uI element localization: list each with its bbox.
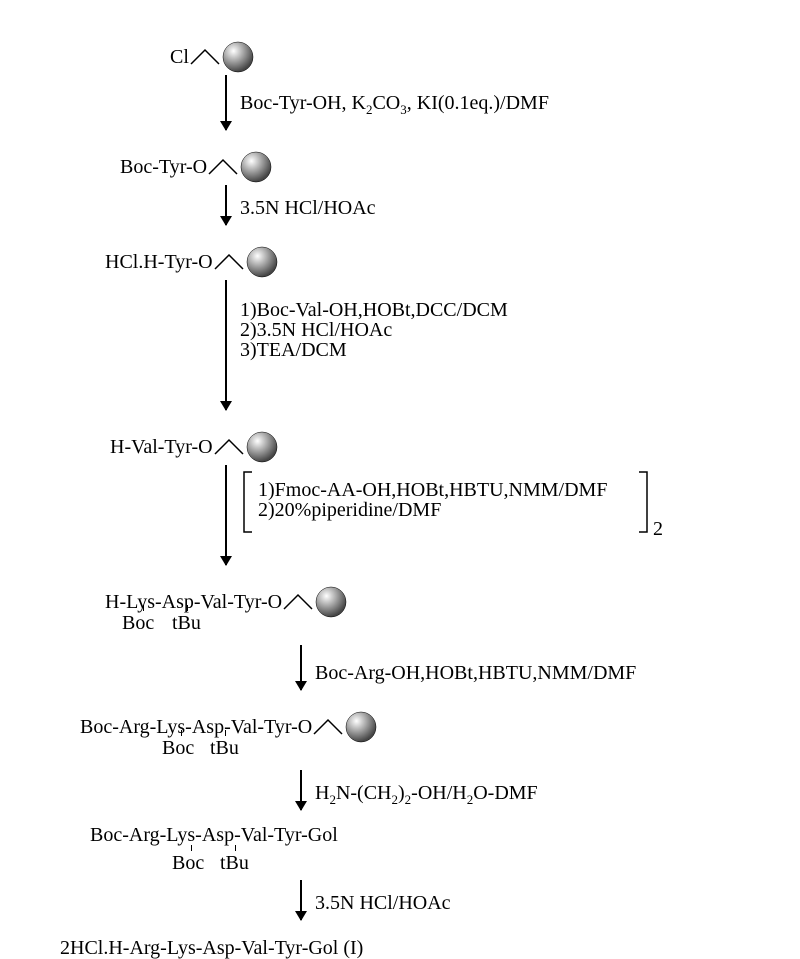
step-2-text: Boc-Tyr-O bbox=[120, 157, 207, 177]
reagent-1-line: Boc-Tyr-OH, K2CO3, KI(0.1eq.)/DMF bbox=[240, 92, 549, 114]
reagent-6-line: H2N-(CH2)2-OH/H2O-DMF bbox=[315, 782, 538, 804]
step-7: Boc-Arg-Lys-Asp-Val-Tyr-Gol bbox=[90, 825, 338, 845]
resin-bead-icon bbox=[344, 710, 378, 744]
step-5-text: H-Lys-Asp-Val-Tyr-O bbox=[105, 592, 282, 612]
ch2-linker-icon bbox=[189, 42, 223, 72]
bracket-left-icon bbox=[240, 470, 256, 534]
arrow-6 bbox=[300, 770, 302, 810]
reagent-5-line: Boc-Arg-OH,HOBt,HBTU,NMM/DMF bbox=[315, 662, 636, 684]
step-4: H-Val-Tyr-O bbox=[110, 430, 279, 464]
protect-bond bbox=[225, 730, 227, 736]
step-6-text: Boc-Arg-Lys-Asp-Val-Tyr-O bbox=[80, 717, 312, 737]
step-8-text: 2HCl.H-Arg-Lys-Asp-Val-Tyr-Gol (I) bbox=[60, 938, 363, 958]
reagent-7: 3.5N HCl/HOAc bbox=[315, 890, 451, 917]
reagent-3: 1)Boc-Val-OH,HOBt,DCC/DCM 2)3.5N HCl/HOA… bbox=[240, 300, 508, 360]
resin-bead-icon bbox=[221, 40, 255, 74]
step-1-text: Cl bbox=[170, 47, 189, 67]
protect-boc-5: Boc bbox=[122, 612, 154, 635]
protect-bond bbox=[143, 605, 145, 611]
ch2-linker-icon bbox=[207, 152, 241, 182]
protect-bond bbox=[191, 845, 193, 851]
protect-tbu-7: tBu bbox=[220, 852, 249, 875]
ch2-linker-icon bbox=[282, 587, 316, 617]
arrow-7 bbox=[300, 880, 302, 920]
step-8: 2HCl.H-Arg-Lys-Asp-Val-Tyr-Gol (I) bbox=[60, 938, 363, 958]
reagent-6: H2N-(CH2)2-OH/H2O-DMF bbox=[315, 780, 538, 807]
resin-bead-icon bbox=[239, 150, 273, 184]
ch2-linker-icon bbox=[312, 712, 346, 742]
reaction-scheme: Cl Boc-Tyr-OH, K2CO3, KI(0.1eq.)/DMF Boc… bbox=[80, 20, 760, 940]
protect-bond bbox=[181, 730, 183, 736]
step-4-text: H-Val-Tyr-O bbox=[110, 437, 213, 457]
step-3: HCl.H-Tyr-O bbox=[105, 245, 279, 279]
resin-bead-icon bbox=[245, 245, 279, 279]
reagent-1: Boc-Tyr-OH, K2CO3, KI(0.1eq.)/DMF bbox=[240, 90, 549, 117]
reagent-3-line-1: 1)Boc-Val-OH,HOBt,DCC/DCM bbox=[240, 300, 508, 320]
arrow-5 bbox=[300, 645, 302, 690]
step-3-text: HCl.H-Tyr-O bbox=[105, 252, 213, 272]
arrow-2 bbox=[225, 185, 227, 225]
protect-bond bbox=[235, 845, 237, 851]
ch2-linker-icon bbox=[213, 432, 247, 462]
reagent-4: 1)Fmoc-AA-OH,HOBt,HBTU,NMM/DMF 2)20%pipe… bbox=[258, 480, 607, 520]
step-7-text: Boc-Arg-Lys-Asp-Val-Tyr-Gol bbox=[90, 825, 338, 845]
arrow-4 bbox=[225, 465, 227, 565]
resin-bead-icon bbox=[314, 585, 348, 619]
bracket-right-icon bbox=[635, 470, 651, 534]
protect-tbu-5: tBu bbox=[172, 612, 201, 635]
protect-boc-7: Boc bbox=[172, 852, 204, 875]
reagent-3-line-2: 2)3.5N HCl/HOAc bbox=[240, 320, 508, 340]
protect-boc-6: Boc bbox=[162, 737, 194, 760]
reagent-2: 3.5N HCl/HOAc bbox=[240, 195, 376, 222]
arrow-1 bbox=[225, 75, 227, 130]
reagent-2-line: 3.5N HCl/HOAc bbox=[240, 197, 376, 219]
reagent-3-line-3: 3)TEA/DCM bbox=[240, 340, 508, 360]
reagent-4-line-1: 1)Fmoc-AA-OH,HOBt,HBTU,NMM/DMF bbox=[258, 480, 607, 500]
arrow-3 bbox=[225, 280, 227, 410]
resin-bead-icon bbox=[245, 430, 279, 464]
protect-tbu-6: tBu bbox=[210, 737, 239, 760]
bracket-repeat: 2 bbox=[653, 518, 663, 541]
step-2: Boc-Tyr-O bbox=[120, 150, 273, 184]
protect-bond bbox=[187, 605, 189, 611]
ch2-linker-icon bbox=[213, 247, 247, 277]
step-1: Cl bbox=[170, 40, 255, 74]
reagent-4-line-2: 2)20%piperidine/DMF bbox=[258, 500, 607, 520]
reagent-5: Boc-Arg-OH,HOBt,HBTU,NMM/DMF bbox=[315, 660, 636, 687]
reagent-7-line: 3.5N HCl/HOAc bbox=[315, 892, 451, 914]
